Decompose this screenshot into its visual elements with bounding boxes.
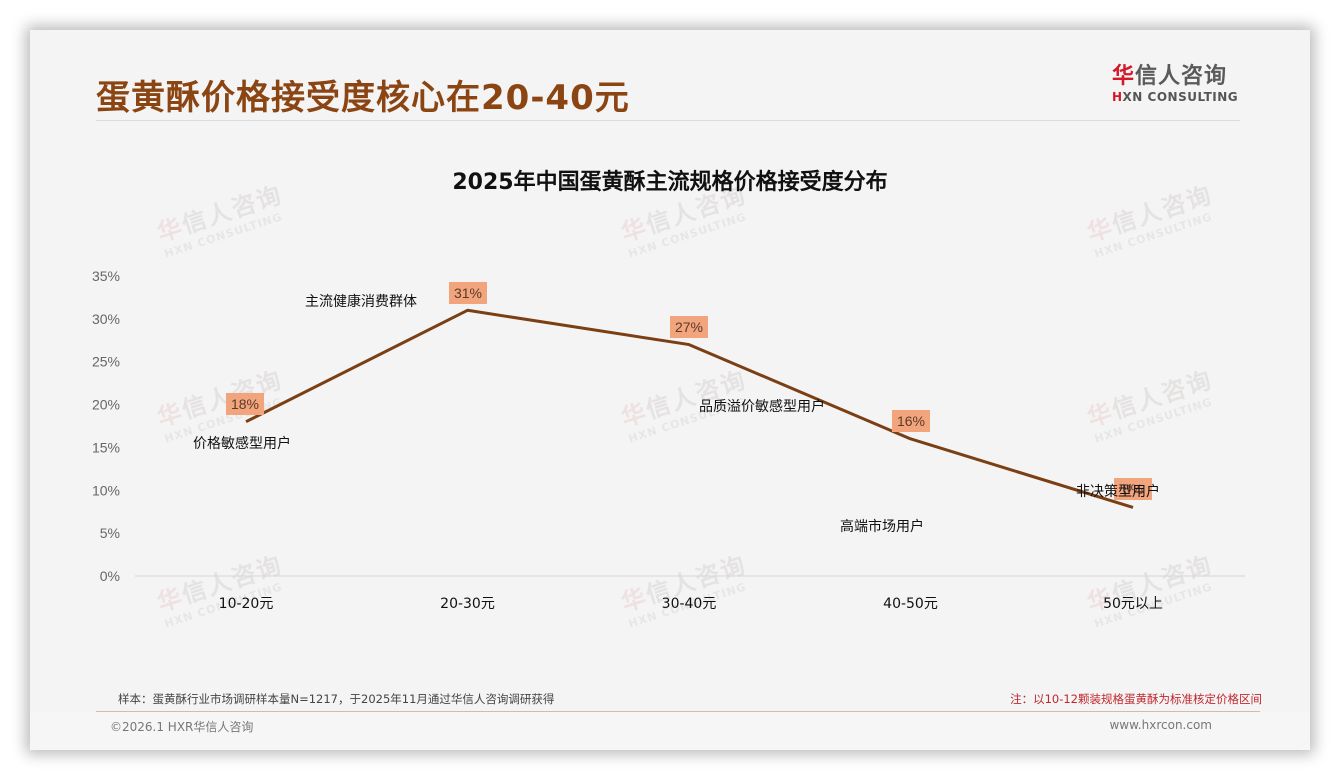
- logo-cn-rest: 信人咨询: [1135, 64, 1228, 89]
- x-tick-label: 40-50元: [883, 596, 938, 612]
- page-title: 蛋黄酥价格接受度核心在20-40元: [96, 78, 630, 118]
- category-annotation: 价格敏感型用户: [193, 435, 291, 452]
- category-annotation: 主流健康消费群体: [305, 293, 417, 310]
- footer-divider: [96, 711, 1260, 712]
- category-annotation: 品质溢价敏感型用户: [699, 398, 825, 415]
- category-annotation: 非决策型用户: [1076, 483, 1160, 500]
- category-annotation: 高端市场用户: [840, 518, 924, 535]
- data-label: 27%: [670, 316, 708, 338]
- y-tick-label: 0%: [100, 568, 120, 584]
- footer-band: [30, 712, 1310, 750]
- y-tick-label: 30%: [92, 311, 120, 327]
- company-logo: 华信人咨询 HXN CONSULTING: [1112, 64, 1242, 104]
- logo-en-rest: XN CONSULTING: [1122, 90, 1239, 104]
- data-label: 18%: [226, 393, 264, 415]
- data-label: 16%: [892, 410, 930, 432]
- y-tick-label: 35%: [92, 268, 120, 284]
- line-chart: 0% 5% 10% 15% 20% 25% 30% 35% 10-20元 20-30元 30-40…: [92, 268, 1245, 612]
- data-label: 31%: [449, 282, 487, 304]
- y-tick-label: 15%: [92, 439, 120, 455]
- title-divider: [96, 120, 1240, 121]
- y-tick-label: 5%: [100, 525, 120, 541]
- svg-text:18%: 18%: [231, 396, 259, 412]
- y-axis: 0% 5% 10% 15% 20% 25% 30% 35%: [92, 268, 120, 584]
- x-tick-label: 10-20元: [219, 596, 274, 612]
- copyright: ©2026.1 HXR华信人咨询: [110, 720, 254, 734]
- y-tick-label: 20%: [92, 397, 120, 413]
- logo-cn: 华信人咨询: [1112, 64, 1242, 90]
- website-link[interactable]: www.hxrcon.com: [1109, 718, 1212, 732]
- x-tick-label: 50元以上: [1103, 596, 1163, 612]
- y-tick-label: 25%: [92, 354, 120, 370]
- svg-text:31%: 31%: [454, 285, 482, 301]
- svg-text:16%: 16%: [897, 413, 925, 429]
- x-axis: 10-20元 20-30元 30-40元 40-50元 50元以上: [219, 596, 1163, 612]
- footnote: 注：以10-12颗装规格蛋黄酥为标准核定价格区间: [1010, 692, 1262, 706]
- svg-text:8%: 8%: [1123, 481, 1143, 497]
- svg-text:27%: 27%: [675, 319, 703, 335]
- x-tick-label: 20-30元: [440, 596, 495, 612]
- logo-h-char: H: [1112, 90, 1123, 104]
- sample-note: 样本：蛋黄酥行业市场调研样本量N=1217，于2025年11月通过华信人咨询调研…: [118, 692, 555, 706]
- y-tick-label: 10%: [92, 482, 120, 498]
- data-label: 8%: [1114, 478, 1152, 500]
- chart-title: 2025年中国蛋黄酥主流规格价格接受度分布: [452, 170, 888, 195]
- data-labels: 18% 31% 27% 16% 8%: [226, 282, 1152, 500]
- logo-hua-char: 华: [1112, 64, 1136, 89]
- logo-en: HXN CONSULTING: [1112, 90, 1242, 104]
- slide: 蛋黄酥价格接受度核心在20-40元 华信人咨询 HXN CONSULTING 华…: [30, 30, 1310, 750]
- x-tick-label: 30-40元: [662, 596, 717, 612]
- series-line: [245, 308, 1134, 509]
